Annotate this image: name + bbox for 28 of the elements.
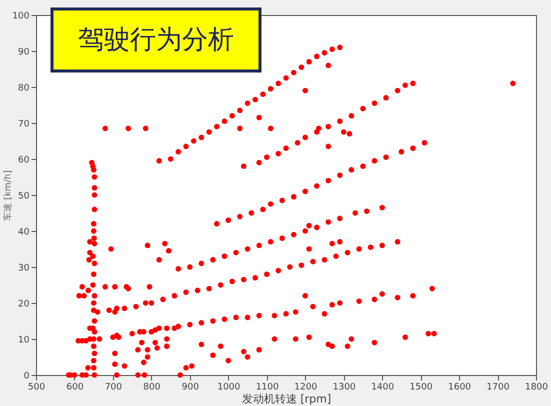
y-tick-label: 60	[18, 156, 30, 166]
x-tick-label: 900	[182, 382, 200, 392]
x-axis-title: 发动机转速 [rpm]	[242, 392, 332, 406]
x-tick-label: 600	[66, 382, 84, 392]
chart-title: 驾驶行为分析	[78, 25, 234, 55]
y-tick-label: 30	[18, 264, 30, 274]
x-tick-label: 1000	[217, 382, 241, 392]
y-axis-title: 车速 [km/h]	[2, 170, 14, 221]
y-tick-label: 0	[24, 372, 30, 382]
x-tick-label: 1100	[256, 382, 279, 392]
y-tick-label: 90	[18, 48, 30, 58]
y-tick-label: 20	[18, 300, 30, 310]
x-tick-label: 1800	[525, 382, 548, 392]
x-tick-label: 800	[143, 382, 161, 392]
x-tick-label: 1400	[371, 382, 394, 392]
x-tick-label: 1700	[486, 382, 510, 392]
x-tick-label: 1300	[332, 382, 356, 392]
y-tick-label: 50	[18, 192, 30, 202]
y-tick-label: 40	[18, 228, 30, 238]
x-tick-label: 1500	[410, 382, 433, 392]
x-tick-label: 1200	[294, 382, 318, 392]
y-tick-label: 10	[18, 336, 30, 346]
y-tick-label: 70	[18, 120, 30, 130]
x-tick-label: 700	[104, 382, 122, 392]
y-tick-label: 100	[12, 12, 30, 22]
x-tick-label: 500	[28, 382, 46, 392]
y-tick-label: 80	[18, 84, 30, 94]
x-tick-label: 1600	[448, 382, 472, 392]
